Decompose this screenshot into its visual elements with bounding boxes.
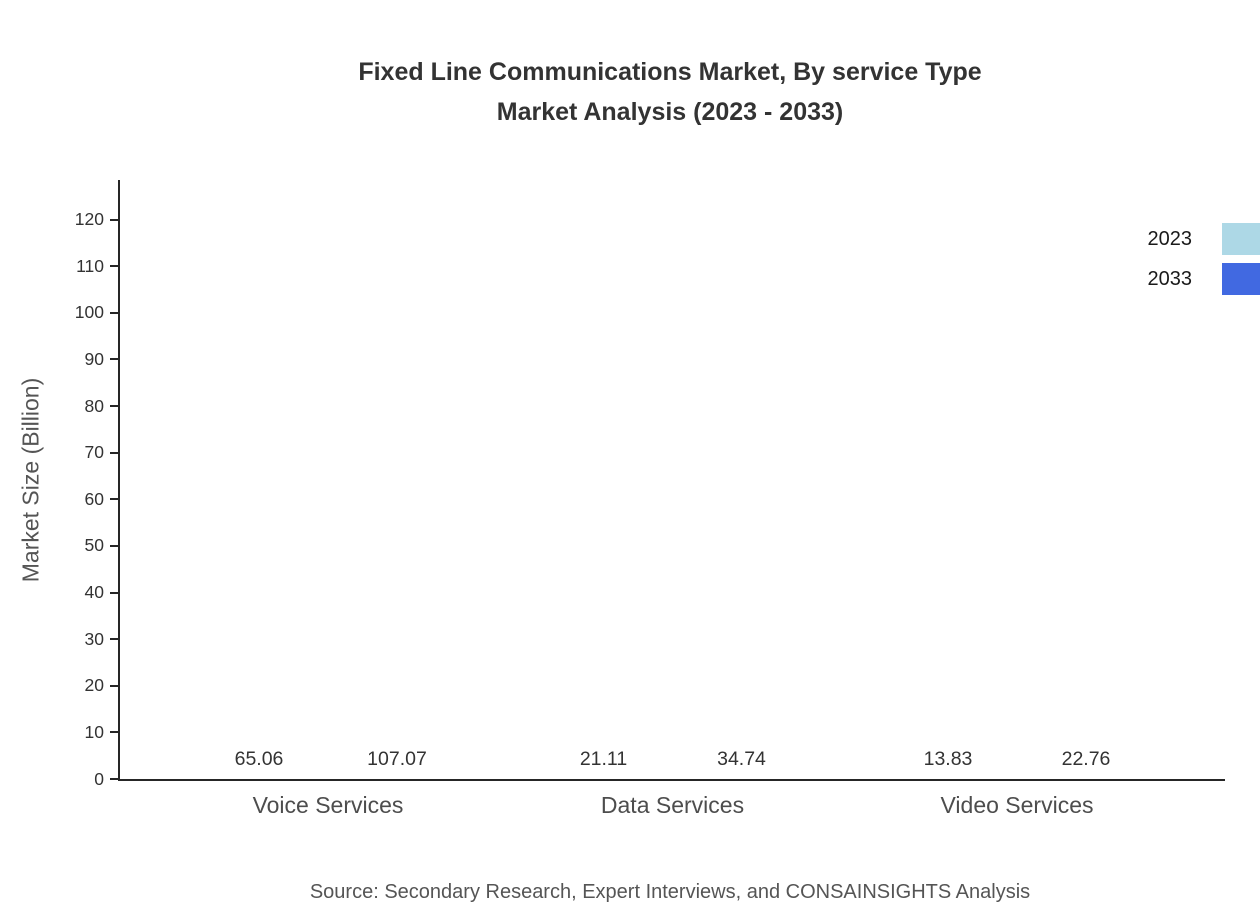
y-tick-label-120: 120 — [74, 208, 104, 229]
y-tick-label-20: 20 — [84, 675, 104, 696]
y-tick-mark-50 — [110, 544, 118, 547]
y-tick-mark-60 — [110, 498, 118, 501]
y-tick-mark-0 — [110, 778, 118, 780]
y-tick-label-60: 60 — [84, 488, 104, 509]
value-label-2033-video-services: 22.76 — [1061, 748, 1111, 770]
value-label-2023-video-services: 13.83 — [923, 748, 973, 770]
y-tick-mark-70 — [110, 451, 118, 454]
value-label-2033-data-services: 34.74 — [717, 748, 766, 770]
y-axis-title: Market Size (Billion) — [17, 377, 44, 583]
y-tick-label-80: 80 — [84, 395, 104, 416]
x-axis-labels: Voice Services Data Services Video Service… — [120, 792, 1225, 819]
legend-label-2023: 2023 — [1147, 227, 1193, 250]
x-axis-label-voice-services: Voice Services — [252, 792, 404, 818]
x-axis-label-video-services: Video Services — [940, 792, 1094, 818]
legend-item-2033: 2033 — [1148, 259, 1260, 299]
y-tick-mark-80 — [110, 405, 118, 408]
chart-title: Fixed Line Communications Market, By ser… — [80, 52, 1260, 132]
legend-swatch-2033 — [1222, 263, 1260, 295]
y-tick-mark-40 — [110, 591, 118, 594]
chart-title-line-2: Market Analysis (2023 - 2033) — [496, 98, 844, 126]
y-tick-mark-90 — [110, 358, 118, 361]
y-tick-label-100: 100 — [74, 302, 104, 323]
y-tick-label-30: 30 — [84, 628, 104, 649]
source-note: Source: Secondary Research, Expert Inter… — [309, 881, 1031, 903]
y-tick-label-70: 70 — [84, 441, 104, 462]
legend-label-2033: 2033 — [1147, 267, 1193, 290]
plot-area: 0 10 20 30 40 50 60 70 80 90 100 110 120 65.06 107.07… — [75, 180, 1225, 818]
legend: 2023 2033 — [1148, 219, 1260, 299]
x-axis-label-data-services: Data Services — [600, 792, 745, 818]
value-label-2023-voice-services: 65.06 — [234, 748, 284, 770]
value-label-2033-voice-services: 107.07 — [367, 748, 427, 770]
y-tick-mark-20 — [110, 684, 118, 687]
y-tick-label-110: 110 — [76, 255, 104, 276]
legend-item-2023: 2023 — [1148, 219, 1260, 259]
y-tick-mark-110 — [110, 265, 118, 268]
y-tick-label-90: 90 — [84, 348, 104, 369]
y-tick-label-0: 0 — [94, 768, 104, 789]
value-label-2023-data-services: 21.11 — [579, 748, 628, 770]
y-tick-label-40: 40 — [84, 581, 104, 602]
chart-title-line-1: Fixed Line Communications Market, By ser… — [358, 58, 982, 86]
y-tick-label-10: 10 — [84, 721, 104, 742]
y-tick-mark-120 — [110, 218, 118, 221]
legend-swatch-2023 — [1222, 223, 1260, 255]
y-tick-mark-100 — [110, 311, 118, 314]
y-tick-label-50: 50 — [84, 535, 104, 556]
y-tick-mark-10 — [110, 731, 118, 734]
y-tick-mark-30 — [110, 638, 118, 641]
bar-groups: 65.06 107.07 21.11 34.74 13.83 22.76 — [120, 180, 1225, 779]
